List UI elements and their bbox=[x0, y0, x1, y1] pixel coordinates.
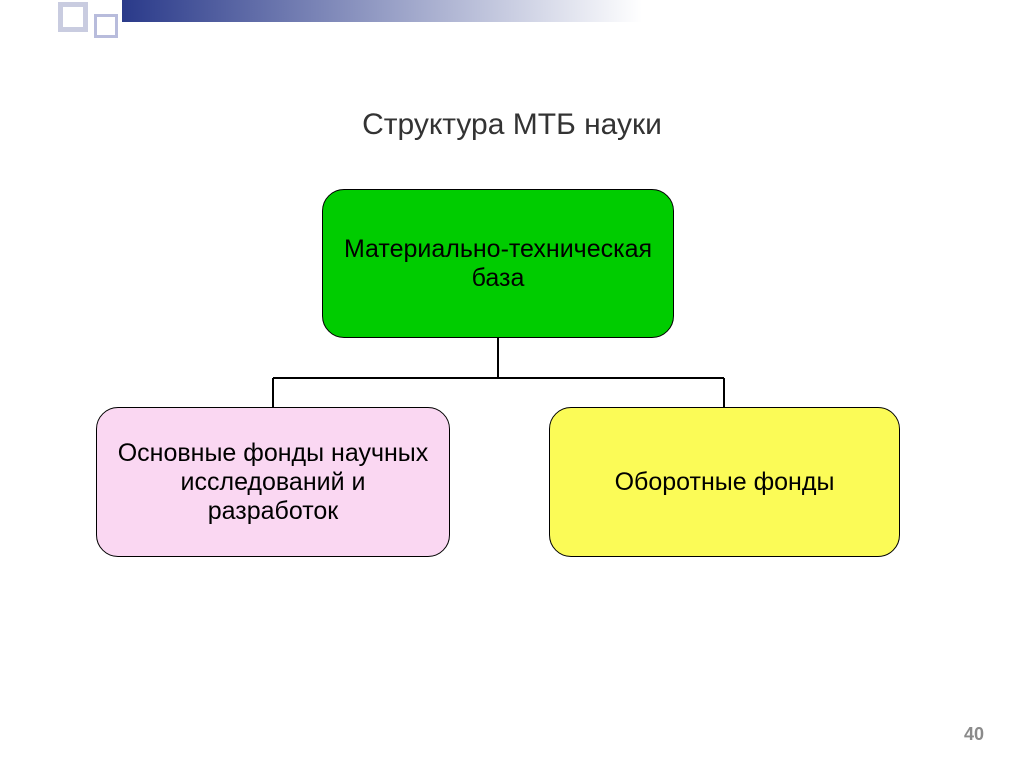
decor-square-2 bbox=[94, 14, 118, 38]
slide-title: Структура МТБ науки bbox=[0, 108, 1024, 142]
page-number: 40 bbox=[964, 724, 984, 745]
node-root: Материально-техническая база bbox=[322, 189, 674, 338]
node-right: Оборотные фонды bbox=[549, 407, 900, 557]
connector-path bbox=[273, 338, 724, 407]
decor-gradient bbox=[122, 0, 642, 22]
header-decor bbox=[0, 0, 1024, 40]
decor-square-1 bbox=[58, 2, 88, 32]
node-left: Основные фонды научных исследований и ра… bbox=[96, 407, 450, 557]
